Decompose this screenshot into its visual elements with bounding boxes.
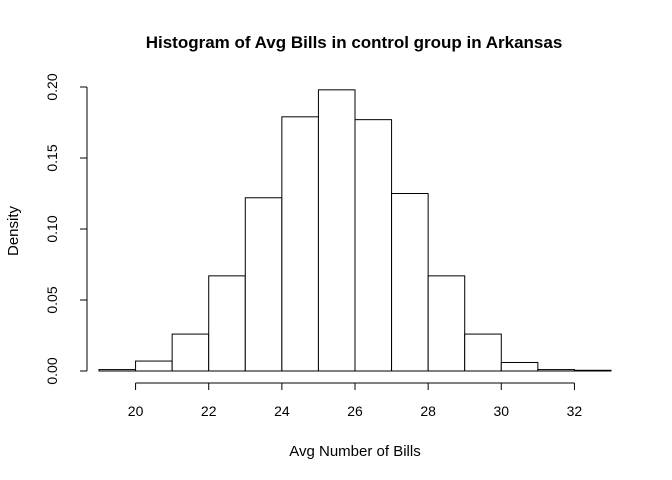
x-tick-label: 32 [567, 403, 583, 419]
histogram-bar [135, 360, 173, 372]
histogram-bar [281, 116, 319, 372]
histogram-bar [208, 275, 246, 372]
histogram-bar [500, 361, 539, 372]
y-tick-label: 0.05 [44, 286, 60, 313]
y-axis-label: Density [5, 205, 22, 256]
histogram-bar [98, 369, 137, 372]
chart-title: Histogram of Avg Bills in control group … [146, 33, 563, 52]
histogram-bar [573, 369, 612, 372]
y-tick-label: 0.15 [44, 144, 60, 171]
bars [98, 89, 612, 372]
histogram-bar [464, 333, 502, 372]
y-tick-label: 0.20 [44, 73, 60, 100]
histogram-bar [317, 89, 356, 372]
y-axis: 0.00 0.05 0.10 0.15 0.20 [44, 73, 88, 385]
x-axis: 20 22 24 26 28 30 32 [128, 382, 583, 419]
x-tick-label: 26 [347, 403, 363, 419]
histogram-bar [171, 333, 210, 372]
x-tick-label: 24 [274, 403, 290, 419]
histogram-bar [354, 119, 393, 372]
x-axis-label: Avg Number of Bills [289, 443, 420, 460]
histogram-bar [537, 369, 575, 372]
histogram-bar [244, 197, 283, 372]
histogram-bar [427, 275, 466, 372]
x-tick-label: 28 [420, 403, 436, 419]
y-tick-label: 0.00 [44, 357, 60, 384]
y-tick-label: 0.10 [44, 215, 60, 242]
x-tick-label: 30 [493, 403, 509, 419]
histogram-bar [391, 193, 429, 372]
x-tick-label: 22 [201, 403, 217, 419]
x-tick-label: 20 [128, 403, 144, 419]
